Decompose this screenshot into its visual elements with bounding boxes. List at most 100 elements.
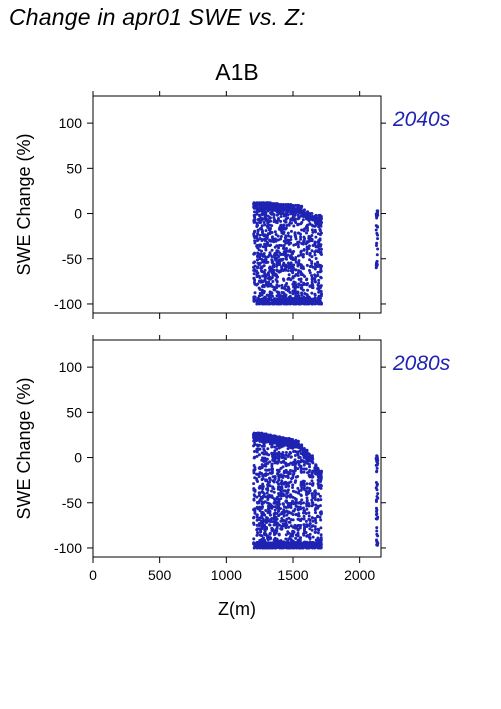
data-point (268, 532, 272, 536)
data-point (310, 479, 314, 483)
data-point (319, 265, 323, 269)
data-point (375, 484, 379, 488)
data-point (281, 277, 285, 281)
data-point (284, 537, 288, 541)
data-point (375, 241, 379, 245)
data-point (310, 291, 314, 295)
x-tick-label: 500 (148, 567, 172, 583)
data-point (310, 277, 314, 281)
data-point (279, 460, 283, 464)
data-point (375, 488, 379, 492)
data-point (275, 511, 279, 515)
data-point (288, 537, 292, 541)
data-point (280, 485, 284, 489)
data-point (270, 230, 274, 234)
data-point (296, 451, 300, 455)
data-point (286, 510, 290, 514)
data-point (313, 541, 317, 545)
data-point (268, 502, 272, 506)
data-point (275, 526, 279, 530)
data-point (268, 295, 272, 299)
data-point (303, 525, 307, 529)
data-point (275, 280, 279, 284)
data-point (302, 470, 306, 474)
data-point (305, 507, 309, 511)
data-point (289, 278, 293, 282)
data-point (258, 254, 262, 258)
data-point (302, 523, 306, 527)
data-point (264, 248, 268, 252)
data-point (314, 463, 318, 467)
data-point (263, 462, 267, 466)
data-point (319, 269, 323, 273)
data-point (255, 221, 259, 225)
data-point (296, 263, 300, 267)
data-point (270, 520, 274, 524)
data-point (318, 473, 322, 477)
data-point (257, 213, 261, 217)
data-point (286, 269, 290, 273)
data-point (260, 466, 264, 470)
data-point (281, 494, 285, 498)
data-point (294, 260, 298, 264)
y-axis-label: SWE Change (%) (14, 377, 34, 519)
data-point (277, 475, 281, 479)
data-point (289, 235, 293, 239)
data-point (280, 517, 284, 520)
data-point (264, 258, 268, 262)
data-point (302, 487, 306, 491)
data-point (375, 540, 379, 544)
data-point (291, 499, 295, 503)
data-point (307, 219, 311, 223)
data-point (293, 231, 297, 235)
data-point (270, 248, 274, 252)
data-point (318, 504, 322, 508)
data-point (297, 512, 301, 516)
data-point (253, 210, 257, 214)
data-point (284, 437, 288, 441)
data-point (265, 491, 269, 495)
data-point (276, 460, 280, 464)
data-point (284, 461, 288, 465)
data-point (285, 513, 289, 517)
data-point (294, 243, 298, 247)
panel-label: 2080s (392, 352, 451, 375)
data-point (275, 268, 279, 272)
data-point (310, 233, 314, 237)
data-point (287, 234, 290, 238)
data-point (286, 481, 290, 485)
data-point (268, 480, 272, 484)
data-point (277, 492, 281, 495)
plot-frame (92, 339, 382, 558)
data-point (252, 436, 256, 440)
data-point (288, 520, 292, 524)
data-point (318, 238, 322, 242)
data-point (261, 444, 265, 448)
data-point (252, 537, 256, 541)
data-point (264, 525, 268, 529)
data-point (318, 470, 322, 474)
data-point (294, 255, 298, 259)
data-point (280, 527, 284, 531)
data-point (263, 452, 267, 456)
data-point (253, 218, 257, 222)
data-point (300, 293, 304, 297)
data-point (311, 535, 315, 539)
data-point (270, 436, 274, 440)
data-point (319, 252, 323, 256)
data-point (316, 536, 320, 540)
data-point (286, 231, 290, 235)
data-point (258, 233, 262, 237)
data-point (310, 473, 314, 477)
data-point (252, 488, 256, 492)
data-point (316, 492, 320, 496)
data-point (288, 468, 292, 472)
data-point (259, 533, 263, 537)
data-point (260, 472, 264, 476)
data-point (294, 490, 298, 494)
data-point (285, 257, 289, 261)
data-point (269, 219, 273, 223)
data-point (284, 457, 288, 461)
data-point (275, 447, 279, 451)
data-point (294, 536, 298, 540)
